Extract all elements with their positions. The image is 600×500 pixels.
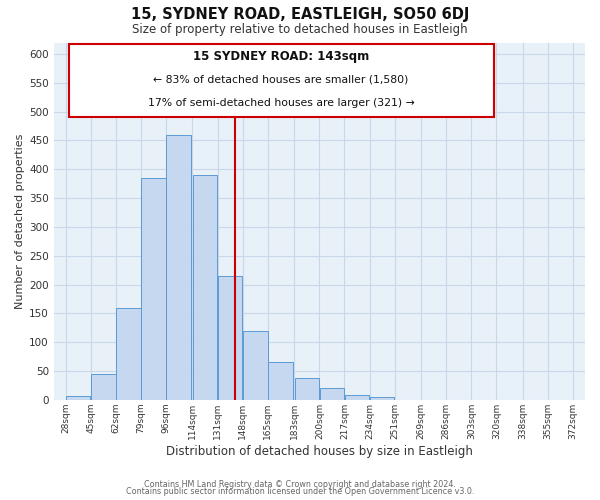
- Bar: [370, 398, 394, 400]
- Bar: [320, 388, 344, 400]
- Bar: [344, 395, 370, 400]
- Bar: [66, 396, 91, 400]
- Bar: [295, 378, 319, 400]
- Y-axis label: Number of detached properties: Number of detached properties: [15, 134, 25, 309]
- Bar: [166, 134, 191, 400]
- Text: Contains HM Land Registry data © Crown copyright and database right 2024.: Contains HM Land Registry data © Crown c…: [144, 480, 456, 489]
- Text: ← 83% of detached houses are smaller (1,580): ← 83% of detached houses are smaller (1,…: [154, 75, 409, 85]
- Bar: [243, 330, 268, 400]
- Bar: [268, 362, 293, 400]
- Bar: [116, 308, 140, 400]
- Text: 15, SYDNEY ROAD, EASTLEIGH, SO50 6DJ: 15, SYDNEY ROAD, EASTLEIGH, SO50 6DJ: [131, 8, 469, 22]
- Bar: [68, 44, 494, 118]
- Text: 17% of semi-detached houses are larger (321) →: 17% of semi-detached houses are larger (…: [148, 98, 415, 108]
- Text: 15 SYDNEY ROAD: 143sqm: 15 SYDNEY ROAD: 143sqm: [193, 50, 369, 64]
- Text: Size of property relative to detached houses in Eastleigh: Size of property relative to detached ho…: [132, 22, 468, 36]
- Bar: [218, 276, 242, 400]
- Text: Contains public sector information licensed under the Open Government Licence v3: Contains public sector information licen…: [126, 488, 474, 496]
- Bar: [193, 175, 217, 400]
- X-axis label: Distribution of detached houses by size in Eastleigh: Distribution of detached houses by size …: [166, 444, 473, 458]
- Bar: [91, 374, 116, 400]
- Bar: [141, 178, 166, 400]
